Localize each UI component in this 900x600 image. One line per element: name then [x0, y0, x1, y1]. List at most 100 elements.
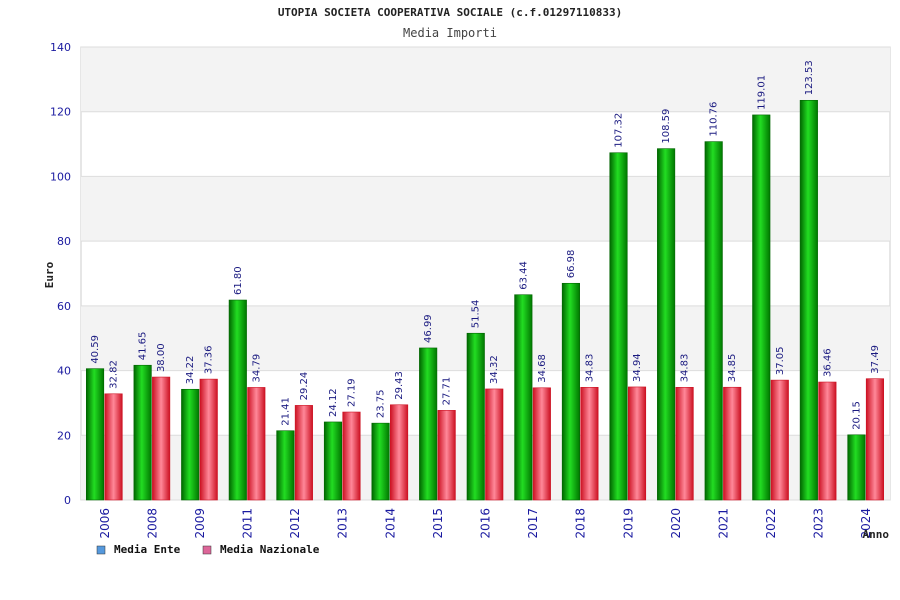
data-label: 41.65 — [138, 332, 149, 361]
bar-media-ente — [466, 332, 485, 501]
x-tick-label: 2019 — [621, 508, 635, 539]
y-tick-label: 100 — [50, 170, 71, 183]
bar-media-ente — [371, 422, 390, 501]
data-label: 66.98 — [566, 250, 577, 279]
bar-media-nazionale — [294, 405, 313, 501]
x-tick-label: 2011 — [241, 508, 255, 539]
data-label: 37.36 — [204, 345, 215, 374]
data-label: 29.43 — [394, 371, 405, 400]
bar-media-nazionale — [247, 387, 266, 501]
bar-media-nazionale — [437, 410, 456, 501]
bar-media-ente — [704, 141, 723, 501]
y-tick-label: 0 — [64, 494, 71, 507]
y-tick-label: 40 — [57, 365, 71, 378]
bar-media-ente — [419, 347, 438, 501]
y-axis-ticks: 0 20 40 60 80 100 120 140 — [50, 41, 71, 507]
legend: Media Ente Media Nazionale — [96, 543, 320, 556]
data-label: 34.85 — [727, 354, 738, 383]
data-label: 34.32 — [489, 355, 500, 384]
bar-media-ente — [609, 152, 628, 501]
bar-media-ente — [133, 364, 152, 501]
data-label: 61.80 — [233, 266, 244, 295]
data-label: 34.22 — [185, 356, 196, 385]
data-label: 27.71 — [442, 377, 453, 406]
bar-media-nazionale — [818, 381, 837, 501]
x-tick-label: 2017 — [526, 508, 540, 539]
bar-media-ente — [514, 294, 533, 501]
bar-media-ente — [847, 434, 866, 501]
bar-media-nazionale — [770, 379, 789, 501]
legend-swatch-media-ente — [96, 545, 106, 555]
data-label: 37.05 — [775, 346, 786, 375]
data-label: 34.83 — [584, 354, 595, 383]
y-tick-label: 20 — [57, 429, 71, 442]
data-label: 34.94 — [632, 353, 643, 382]
bar-media-ente — [276, 430, 295, 501]
y-tick-label: 140 — [50, 41, 71, 54]
data-label: 63.44 — [518, 261, 529, 290]
data-label: 110.76 — [709, 102, 720, 137]
y-tick-label: 120 — [50, 106, 71, 119]
x-tick-label: 2016 — [479, 508, 493, 539]
data-label: 20.15 — [851, 401, 862, 430]
x-tick-label: 2012 — [288, 508, 302, 539]
data-label: 34.79 — [251, 354, 262, 383]
chart-title: UTOPIA SOCIETA COOPERATIVA SOCIALE (c.f.… — [278, 6, 622, 19]
data-label: 38.00 — [156, 343, 167, 372]
chart-subtitle: Media Importi — [403, 26, 497, 40]
x-tick-label: 2022 — [764, 508, 778, 539]
legend-swatch-media-nazionale — [202, 545, 212, 555]
bar-media-ente — [85, 368, 105, 501]
x-axis-label: Anno — [863, 528, 890, 541]
bar-media-nazionale — [199, 378, 218, 501]
bar-media-nazionale — [104, 393, 123, 501]
bar-media-ente — [228, 299, 247, 501]
data-label: 23.75 — [376, 390, 387, 419]
x-tick-label: 2015 — [431, 508, 445, 539]
bar-media-nazionale — [342, 411, 361, 501]
x-tick-label: 2008 — [145, 508, 159, 539]
bar-media-nazionale — [723, 386, 742, 501]
data-label: 29.24 — [299, 372, 310, 401]
bar-media-ente — [181, 388, 200, 501]
data-label: 51.54 — [471, 300, 482, 329]
bar-media-nazionale — [485, 388, 504, 501]
data-label: 40.59 — [90, 335, 101, 364]
data-label: 36.46 — [822, 348, 833, 377]
y-tick-label: 80 — [57, 235, 71, 248]
bar-media-ente — [323, 421, 343, 501]
x-tick-label: 2006 — [98, 508, 112, 539]
bar-media-nazionale — [627, 386, 647, 501]
data-label: 24.12 — [328, 388, 339, 417]
x-axis-ticks: 2006 2008 2009 2011 2012 2013 2014 2015 2016 2017… — [98, 508, 873, 539]
data-label: 119.01 — [756, 75, 767, 110]
x-tick-label: 2024 — [859, 508, 873, 539]
bar-media-nazionale — [865, 378, 885, 501]
x-tick-label: 2020 — [669, 508, 683, 539]
x-tick-label: 2013 — [336, 508, 350, 539]
data-label: 34.68 — [537, 354, 548, 383]
x-tick-label: 2021 — [716, 508, 730, 539]
bar-media-nazionale — [532, 387, 551, 501]
data-label: 107.32 — [614, 113, 625, 148]
bar-media-nazionale — [390, 404, 409, 501]
grid-band — [81, 47, 890, 112]
data-label: 37.49 — [870, 345, 881, 374]
y-tick-label: 60 — [57, 300, 71, 313]
bar-media-nazionale — [675, 387, 694, 501]
data-label: 34.83 — [680, 354, 691, 383]
y-axis-label: Euro — [43, 261, 56, 288]
x-tick-label: 2023 — [812, 508, 826, 539]
bars: 40.59 32.82 41.65 38.00 34.22 37.36 61.80 34.79… — [85, 60, 885, 501]
x-tick-label: 2018 — [574, 508, 588, 539]
bar-media-ente — [752, 114, 771, 501]
bar-media-ente — [799, 99, 818, 501]
bar-media-nazionale — [580, 387, 599, 501]
bar-media-ente — [657, 148, 676, 501]
legend-label-media-ente: Media Ente — [114, 543, 181, 556]
x-tick-label: 2009 — [193, 508, 207, 539]
bar-media-nazionale — [152, 376, 171, 501]
data-label: 21.41 — [280, 397, 291, 426]
data-label: 123.53 — [804, 60, 815, 95]
data-label: 32.82 — [109, 360, 120, 389]
